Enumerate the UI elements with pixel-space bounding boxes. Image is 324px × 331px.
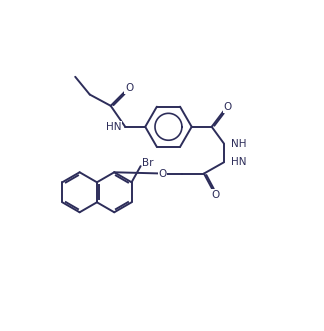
Text: O: O: [125, 83, 133, 93]
Text: O: O: [223, 102, 231, 113]
Text: O: O: [158, 168, 167, 178]
Text: O: O: [211, 190, 219, 200]
Text: HN: HN: [231, 157, 247, 167]
Text: NH: NH: [231, 139, 247, 149]
Text: Br: Br: [142, 158, 154, 168]
Text: HN: HN: [106, 122, 121, 132]
